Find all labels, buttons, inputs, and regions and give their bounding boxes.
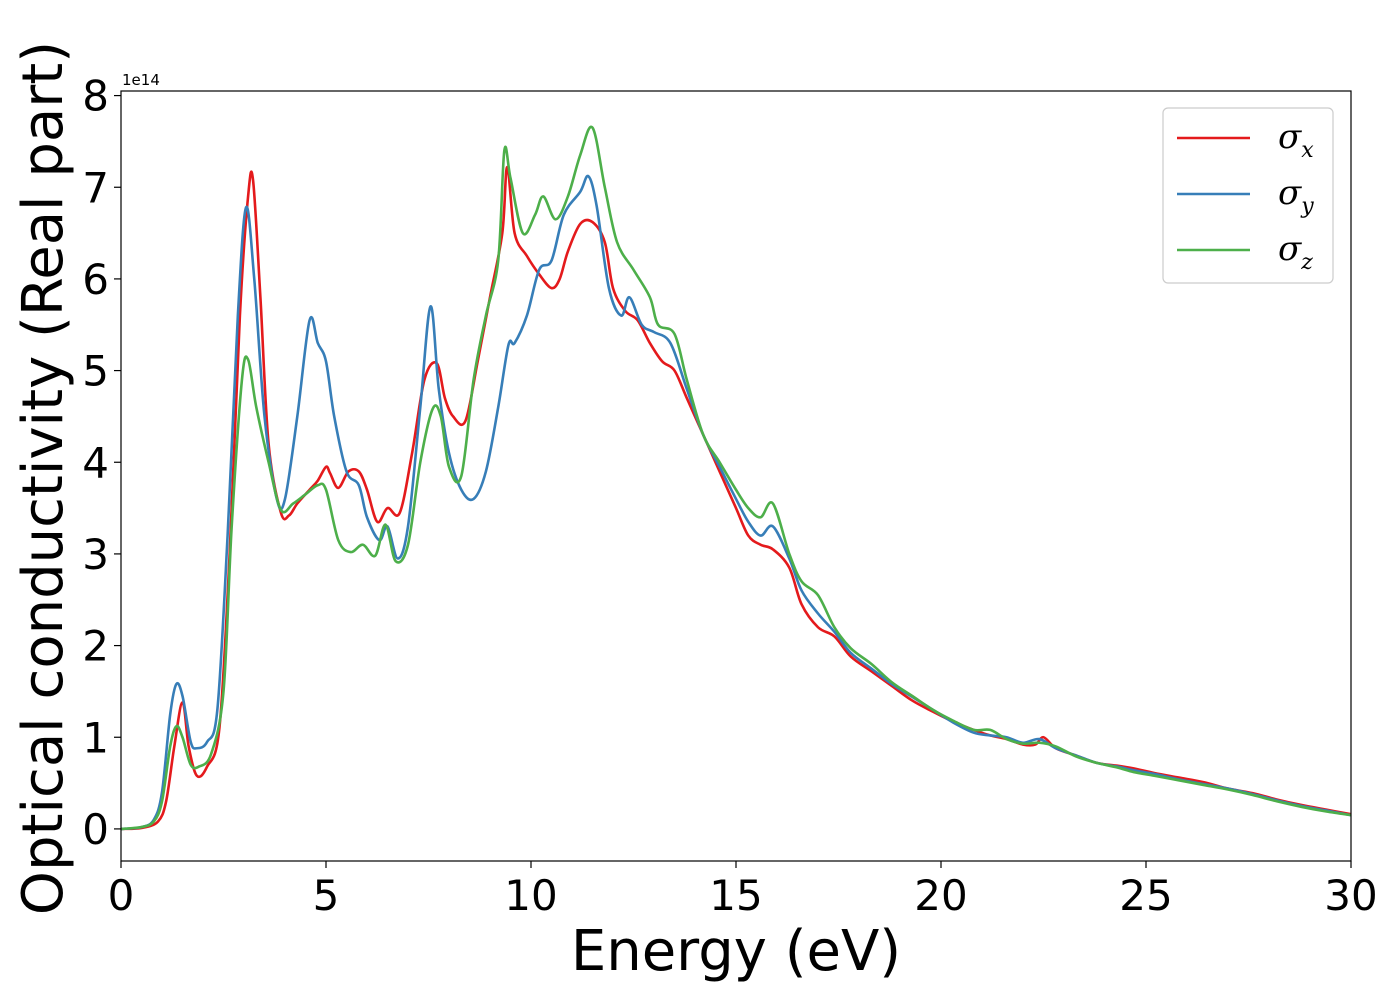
- legend-frame: [1162, 107, 1334, 284]
- y-tick-label: 1: [82, 713, 109, 762]
- y-tick-label: 0: [82, 805, 109, 854]
- y-tick-label: 5: [82, 347, 109, 396]
- x-tick-label: 30: [1324, 871, 1377, 920]
- y-axis-title: Optical conductivity (Real part): [11, 41, 76, 915]
- series-layer: [121, 125, 1351, 831]
- y-axis: 0 1 2 3 4 5 6 7 8: [82, 72, 121, 854]
- series-line-sigma_z: [121, 125, 1351, 831]
- y-tick-label: 6: [82, 255, 109, 304]
- x-tick-label: 10: [504, 871, 557, 920]
- x-tick-label: 25: [1119, 871, 1172, 920]
- y-tick-label: 3: [82, 530, 109, 579]
- y-tick-label: 4: [82, 438, 109, 487]
- legend-label-x: σx: [1278, 117, 1314, 163]
- x-axis-title: Energy (eV): [571, 919, 901, 984]
- y-offset-label: 1e14: [122, 71, 160, 89]
- y-tick-label: 7: [82, 163, 109, 212]
- x-tick-label: 15: [709, 871, 762, 920]
- series-line-sigma_x: [121, 165, 1351, 831]
- x-tick-label: 5: [313, 871, 340, 920]
- x-tick-label: 0: [108, 871, 135, 920]
- y-tick-label: 2: [82, 622, 109, 671]
- y-tick-label: 8: [82, 72, 109, 121]
- x-tick-label: 20: [914, 871, 967, 920]
- x-axis: 0 5 10 15 20 25 30: [108, 861, 1378, 920]
